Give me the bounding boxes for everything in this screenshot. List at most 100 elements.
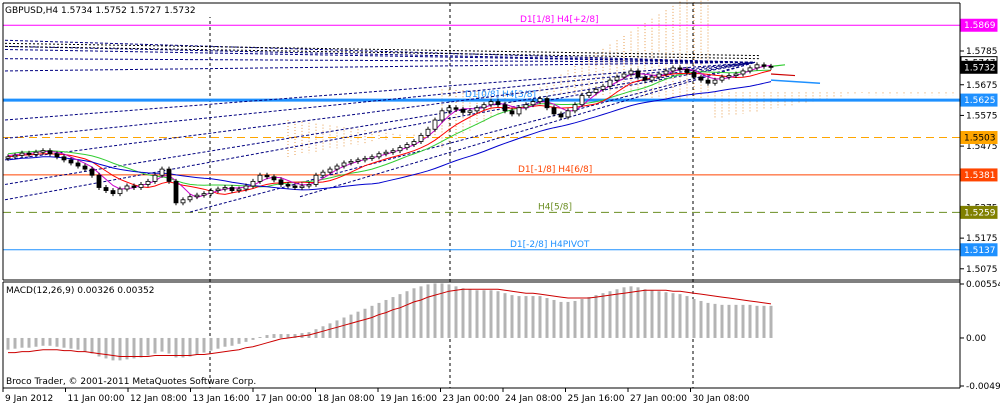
candle[interactable] (201, 191, 207, 198)
candle[interactable] (355, 157, 361, 164)
candle[interactable] (488, 99, 494, 108)
candle[interactable] (383, 149, 389, 157)
candle[interactable] (376, 151, 382, 160)
candle[interactable] (285, 181, 291, 189)
candle[interactable] (481, 102, 487, 111)
candle[interactable] (446, 105, 452, 114)
candle[interactable] (117, 186, 123, 197)
candle[interactable] (509, 108, 515, 117)
candle[interactable] (257, 172, 263, 184)
candle[interactable] (691, 70, 697, 80)
candle[interactable] (250, 178, 256, 189)
candle[interactable] (313, 172, 319, 187)
candle[interactable] (75, 160, 81, 169)
candle[interactable] (740, 68, 746, 77)
candle[interactable] (439, 108, 445, 123)
candle[interactable] (5, 154, 11, 161)
candle[interactable] (341, 160, 347, 169)
candle[interactable] (670, 65, 676, 74)
candle[interactable] (523, 102, 529, 111)
candle[interactable] (306, 181, 312, 189)
candle[interactable] (614, 74, 620, 83)
candle[interactable] (656, 71, 662, 80)
candle[interactable] (502, 102, 508, 114)
candle[interactable] (495, 99, 501, 108)
candle[interactable] (187, 194, 193, 203)
candle[interactable] (145, 178, 151, 187)
candle[interactable] (754, 62, 760, 71)
candle[interactable] (327, 166, 333, 175)
candle[interactable] (397, 145, 403, 154)
candle[interactable] (243, 183, 249, 192)
price-candles[interactable] (5, 62, 774, 206)
candle[interactable] (19, 150, 25, 158)
candle[interactable] (278, 177, 284, 187)
candle[interactable] (698, 74, 704, 83)
candle[interactable] (334, 163, 340, 172)
candle[interactable] (89, 166, 95, 178)
candle[interactable] (600, 83, 606, 92)
candle[interactable] (271, 174, 277, 183)
candle[interactable] (712, 77, 718, 86)
candle[interactable] (425, 126, 431, 138)
candle[interactable] (404, 142, 410, 151)
candle[interactable] (768, 63, 774, 70)
candle[interactable] (558, 111, 564, 120)
candle[interactable] (110, 188, 116, 197)
candle[interactable] (663, 68, 669, 77)
candle[interactable] (159, 166, 165, 178)
candle[interactable] (586, 89, 592, 98)
candle[interactable] (467, 108, 473, 115)
candle[interactable] (33, 149, 39, 157)
candle[interactable] (621, 71, 627, 80)
candle[interactable] (54, 151, 60, 160)
candle[interactable] (684, 66, 690, 75)
candle[interactable] (432, 117, 438, 132)
candle[interactable] (40, 148, 46, 155)
candle[interactable] (635, 68, 641, 80)
candle[interactable] (677, 65, 683, 72)
candle[interactable] (215, 186, 221, 194)
candle[interactable] (292, 183, 298, 190)
candle[interactable] (572, 102, 578, 114)
candle[interactable] (222, 185, 228, 192)
candle[interactable] (173, 178, 179, 206)
candle[interactable] (82, 163, 88, 172)
candle[interactable] (61, 154, 67, 163)
candle[interactable] (565, 108, 571, 120)
candle[interactable] (726, 73, 732, 80)
candle[interactable] (705, 77, 711, 86)
candle[interactable] (453, 105, 459, 112)
candle[interactable] (537, 96, 543, 105)
candle[interactable] (530, 99, 536, 108)
candle[interactable] (642, 74, 648, 83)
candle[interactable] (264, 172, 270, 180)
candle[interactable] (607, 77, 613, 89)
candle[interactable] (320, 169, 326, 178)
candle[interactable] (124, 183, 130, 192)
candle[interactable] (180, 197, 186, 206)
candle[interactable] (719, 74, 725, 83)
candle[interactable] (418, 132, 424, 144)
candle[interactable] (208, 188, 214, 197)
candle[interactable] (194, 192, 200, 200)
candle[interactable] (649, 74, 655, 83)
candle[interactable] (516, 105, 522, 117)
candle[interactable] (761, 62, 767, 69)
candle[interactable] (362, 155, 368, 163)
candle[interactable] (152, 172, 158, 184)
candle[interactable] (579, 93, 585, 108)
candle[interactable] (166, 166, 172, 184)
candle[interactable] (369, 154, 375, 161)
candle[interactable] (551, 105, 557, 117)
candle[interactable] (47, 148, 53, 157)
candle[interactable] (474, 105, 480, 114)
candle[interactable] (299, 183, 305, 190)
candle[interactable] (236, 186, 242, 194)
candle[interactable] (411, 139, 417, 148)
candle[interactable] (747, 65, 753, 74)
candle[interactable] (138, 181, 144, 190)
candle[interactable] (103, 185, 109, 194)
candle[interactable] (733, 71, 739, 79)
